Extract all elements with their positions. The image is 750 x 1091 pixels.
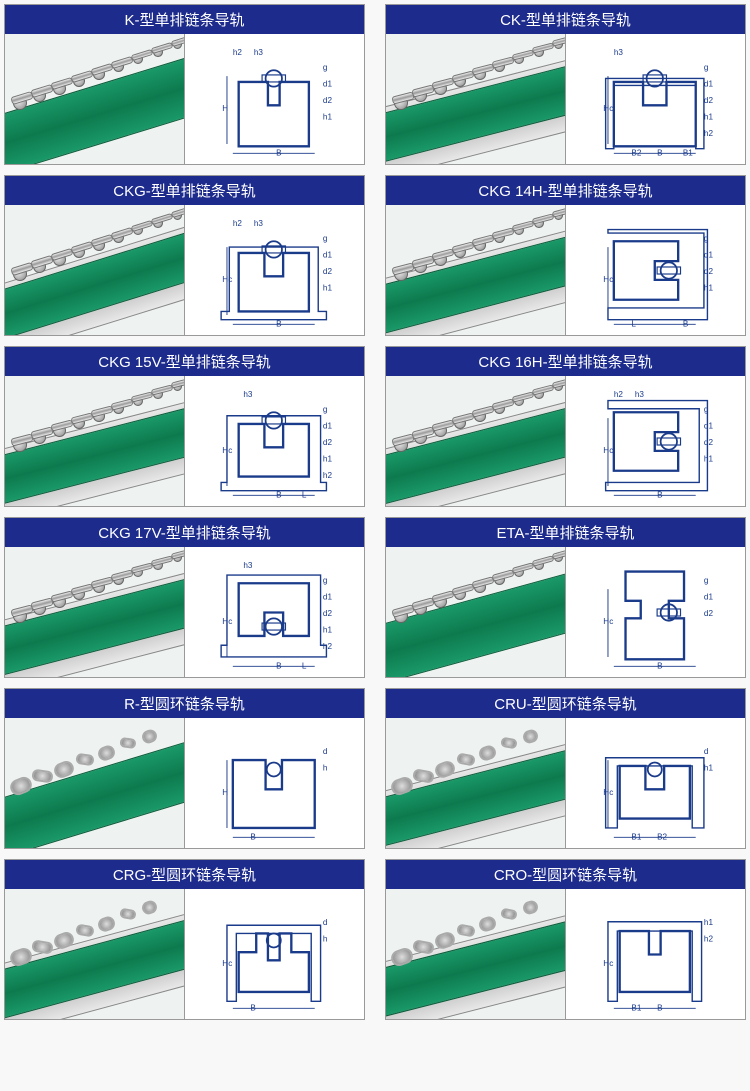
cross-section-diagram: gd1d2h1h2h3HcBB1B2 xyxy=(566,34,746,164)
product-photo xyxy=(5,889,185,1019)
svg-text:d1: d1 xyxy=(323,421,333,430)
svg-text:h1: h1 xyxy=(323,283,333,292)
svg-text:d: d xyxy=(323,747,328,756)
product-title: CKG-型单排链条导轨 xyxy=(5,176,364,205)
product-photo xyxy=(386,34,566,164)
product-photo xyxy=(386,376,566,506)
svg-text:d1: d1 xyxy=(704,421,714,430)
svg-text:d2: d2 xyxy=(323,609,333,618)
svg-text:h: h xyxy=(323,763,328,772)
cross-section-diagram: dhHB xyxy=(185,718,365,848)
product-card: K-型单排链条导轨gd1d2h1h2h3HB xyxy=(4,4,365,165)
svg-text:g: g xyxy=(704,576,709,585)
svg-text:d2: d2 xyxy=(323,267,333,276)
svg-text:d1: d1 xyxy=(323,79,333,88)
product-photo xyxy=(5,205,185,335)
product-title: CKG 15V-型单排链条导轨 xyxy=(5,347,364,376)
svg-text:g: g xyxy=(323,576,328,585)
svg-text:d2: d2 xyxy=(704,438,714,447)
svg-text:h2: h2 xyxy=(323,641,333,650)
product-title: ETA-型单排链条导轨 xyxy=(386,518,745,547)
svg-text:g: g xyxy=(323,405,328,414)
product-title: CRO-型圆环链条导轨 xyxy=(386,860,745,889)
product-card: CRG-型圆环链条导轨dhHcB xyxy=(4,859,365,1020)
product-photo xyxy=(386,205,566,335)
product-title: CKG 16H-型单排链条导轨 xyxy=(386,347,745,376)
product-card: CKG 15V-型单排链条导轨gd1d2h1h2h3HcBL xyxy=(4,346,365,507)
svg-text:h3: h3 xyxy=(244,390,254,399)
svg-text:h2: h2 xyxy=(704,934,714,943)
svg-text:d1: d1 xyxy=(704,592,714,601)
cross-section-diagram: gd1d2h1h2h3HcBL xyxy=(185,547,365,677)
svg-text:d2: d2 xyxy=(323,96,333,105)
svg-text:h1: h1 xyxy=(704,283,714,292)
cross-section-diagram: gd1d2HcB xyxy=(566,547,746,677)
svg-text:d2: d2 xyxy=(704,609,714,618)
svg-text:h3: h3 xyxy=(614,48,624,57)
svg-text:d1: d1 xyxy=(323,592,333,601)
product-card: CRO-型圆环链条导轨h1h2HcB1B xyxy=(385,859,746,1020)
svg-text:h1: h1 xyxy=(323,454,333,463)
product-photo xyxy=(5,34,185,164)
svg-text:h3: h3 xyxy=(244,561,254,570)
cross-section-diagram: h1h2HcB1B xyxy=(566,889,746,1019)
svg-text:d1: d1 xyxy=(323,250,333,259)
svg-text:h3: h3 xyxy=(254,48,264,57)
svg-text:g: g xyxy=(323,63,328,72)
svg-text:d2: d2 xyxy=(704,96,714,105)
product-card: CKG 17V-型单排链条导轨gd1d2h1h2h3HcBL xyxy=(4,517,365,678)
product-title: CKG 17V-型单排链条导轨 xyxy=(5,518,364,547)
svg-text:h2: h2 xyxy=(323,470,333,479)
product-card: ETA-型单排链条导轨gd1d2HcB xyxy=(385,517,746,678)
svg-text:d: d xyxy=(704,747,709,756)
svg-text:h1: h1 xyxy=(704,763,714,772)
cross-section-diagram: gd1d2h1h2h3HcB xyxy=(566,376,746,506)
svg-text:d1: d1 xyxy=(704,79,714,88)
product-card: CKG-型单排链条导轨gd1d2h1h2h3HcB xyxy=(4,175,365,336)
svg-text:d2: d2 xyxy=(704,267,714,276)
product-title: CKG 14H-型单排链条导轨 xyxy=(386,176,745,205)
svg-text:h2: h2 xyxy=(704,128,714,137)
product-card: CK-型单排链条导轨gd1d2h1h2h3HcBB1B2 xyxy=(385,4,746,165)
svg-text:d2: d2 xyxy=(323,438,333,447)
svg-text:g: g xyxy=(704,405,709,414)
product-title: CRG-型圆环链条导轨 xyxy=(5,860,364,889)
product-title: CK-型单排链条导轨 xyxy=(386,5,745,34)
svg-text:h1: h1 xyxy=(704,454,714,463)
cross-section-diagram: dh1HcB1B2 xyxy=(566,718,746,848)
product-card: CKG 16H-型单排链条导轨gd1d2h1h2h3HcB xyxy=(385,346,746,507)
svg-text:g: g xyxy=(704,63,709,72)
cross-section-diagram: gd1d2h1h2h3HcBL xyxy=(185,376,365,506)
svg-text:h1: h1 xyxy=(323,112,333,121)
svg-text:g: g xyxy=(704,234,709,243)
product-title: CRU-型圆环链条导轨 xyxy=(386,689,745,718)
cross-section-diagram: dhHcB xyxy=(185,889,365,1019)
cross-section-diagram: gd1d2h1h2h3HcB xyxy=(185,205,365,335)
svg-text:h: h xyxy=(323,934,328,943)
product-photo xyxy=(386,547,566,677)
product-photo xyxy=(5,376,185,506)
svg-text:h2: h2 xyxy=(614,390,624,399)
product-card: CKG 14H-型单排链条导轨gd1d2h1HcBL xyxy=(385,175,746,336)
svg-text:h1: h1 xyxy=(704,918,714,927)
product-title: R-型圆环链条导轨 xyxy=(5,689,364,718)
svg-text:g: g xyxy=(323,234,328,243)
svg-text:h1: h1 xyxy=(704,112,714,121)
svg-text:h3: h3 xyxy=(254,219,264,228)
product-card: CRU-型圆环链条导轨dh1HcB1B2 xyxy=(385,688,746,849)
product-photo xyxy=(386,718,566,848)
cross-section-diagram: gd1d2h1HcBL xyxy=(566,205,746,335)
svg-text:h2: h2 xyxy=(233,48,243,57)
svg-text:d: d xyxy=(323,918,328,927)
cross-section-diagram: gd1d2h1h2h3HB xyxy=(185,34,365,164)
svg-text:d1: d1 xyxy=(704,250,714,259)
svg-text:h3: h3 xyxy=(635,390,645,399)
svg-text:h1: h1 xyxy=(323,625,333,634)
product-photo xyxy=(5,547,185,677)
svg-text:h2: h2 xyxy=(233,219,243,228)
product-title: K-型单排链条导轨 xyxy=(5,5,364,34)
product-photo xyxy=(5,718,185,848)
product-card: R-型圆环链条导轨dhHB xyxy=(4,688,365,849)
product-photo xyxy=(386,889,566,1019)
